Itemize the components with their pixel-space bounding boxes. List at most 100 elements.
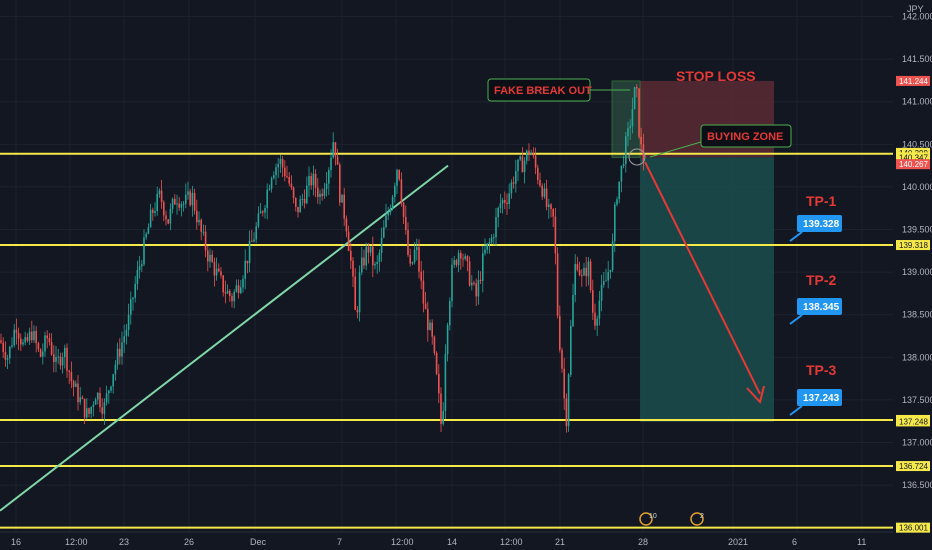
candle-body: [79, 397, 81, 403]
candle-body: [9, 346, 11, 359]
price-axis-bg: [893, 0, 932, 550]
candle-body: [332, 142, 334, 158]
candle-body: [620, 165, 623, 182]
candle-body: [589, 261, 592, 291]
candle-body: [86, 408, 88, 418]
candle-body: [486, 243, 488, 250]
candle-body: [312, 173, 315, 186]
candle-body: [616, 199, 618, 205]
candle-body: [189, 191, 191, 206]
candle-body: [123, 336, 125, 343]
candle-body: [182, 203, 185, 205]
candle-body: [466, 256, 469, 262]
candle-body: [286, 176, 288, 178]
candle-body: [273, 175, 275, 179]
price-tick-label: 142.000: [902, 12, 932, 22]
candle-body: [394, 185, 396, 197]
candle-body: [70, 372, 73, 382]
candle-body: [103, 402, 106, 414]
candle-body: [226, 290, 229, 294]
candle-body: [174, 198, 176, 205]
fake-breakout-label: FAKE BREAK OUT: [494, 85, 592, 97]
candle-body: [572, 295, 574, 327]
candle-body: [556, 253, 559, 316]
candle-body: [266, 189, 268, 209]
candle-body: [429, 322, 431, 330]
price-tick-label: 138.500: [902, 310, 932, 320]
candle-body: [222, 275, 224, 293]
candle-body: [625, 136, 627, 164]
price-axis[interactable]: 142.000 141.500 141.000 140.500 140.000 139.5…: [893, 0, 932, 550]
buying-zone-callout: [700, 124, 792, 148]
price-tag-label: 136.724: [899, 462, 928, 471]
price-tick-label: 139.000: [902, 267, 932, 277]
tp2-pointer: [789, 314, 803, 325]
candle-body: [292, 187, 295, 198]
candle-body: [145, 233, 147, 238]
candle-body: [475, 283, 477, 297]
candle-body: [517, 159, 519, 172]
candle-body: [46, 335, 48, 339]
candle-body: [587, 261, 590, 277]
candle-body: [563, 368, 565, 399]
time-axis[interactable]: 16 12:00 23 26 Dec 7 12:00 14 12:00 21 28 2021 6 11 10…: [0, 512, 893, 547]
price-tag: [896, 416, 930, 427]
candle-body: [328, 170, 330, 184]
time-tick-label: 12:00: [500, 537, 523, 547]
time-tick-label: 26: [184, 537, 194, 547]
candle-body: [248, 240, 251, 264]
candle-body: [345, 218, 348, 232]
candle-body: [75, 383, 77, 387]
candle-body: [506, 202, 508, 205]
tp1-value-label: 139.328: [803, 219, 840, 230]
candle-body: [554, 216, 557, 254]
candle-body: [622, 163, 625, 166]
candle-body: [81, 397, 84, 399]
price-tick-label: 136.500: [902, 480, 932, 490]
candle-body: [462, 258, 464, 260]
candle-body: [152, 209, 154, 213]
time-tick-label: 6: [792, 537, 797, 547]
candle-body: [407, 229, 409, 256]
candle-body: [154, 211, 156, 213]
candle-body: [202, 231, 205, 233]
candle-body: [600, 284, 603, 301]
candle-body: [13, 329, 15, 346]
annotations-group: STOP LOSS FAKE BREAK OUT BUYING ZONE TP-1 13…: [487, 68, 842, 416]
candle-body: [363, 257, 365, 266]
candle-body: [629, 126, 631, 129]
candle-body: [471, 282, 473, 286]
candle-body: [402, 202, 405, 217]
price-tick-label: 141.000: [902, 97, 932, 107]
candle-body: [396, 170, 398, 186]
candle-body: [583, 267, 585, 276]
candle-body: [365, 246, 367, 266]
candle-body: [165, 215, 167, 220]
tp3-label: TP-3: [806, 362, 837, 378]
candle-body: [132, 297, 134, 300]
candle-body: [26, 337, 29, 341]
candle-body: [218, 268, 220, 272]
candle-body: [237, 285, 240, 294]
candle-body: [550, 204, 552, 209]
candle-body: [185, 194, 187, 204]
price-tick-label: 141.500: [902, 54, 932, 64]
candle-body: [631, 109, 634, 127]
time-tick-label: 2021: [728, 537, 748, 547]
candle-body: [565, 398, 568, 427]
candle-body: [48, 338, 51, 343]
candle-body: [262, 211, 264, 213]
candle-body: [618, 181, 620, 200]
candle-body: [576, 264, 579, 270]
candle-body: [169, 208, 172, 224]
candle-body: [53, 354, 55, 362]
candle-body: [537, 167, 539, 180]
candle-body: [101, 407, 103, 414]
candle-body: [376, 261, 378, 265]
event-icon: [690, 512, 704, 526]
projection-arrow: [644, 161, 761, 395]
candle-body: [31, 331, 33, 341]
candle-body: [220, 271, 222, 276]
candle-body: [259, 211, 262, 214]
